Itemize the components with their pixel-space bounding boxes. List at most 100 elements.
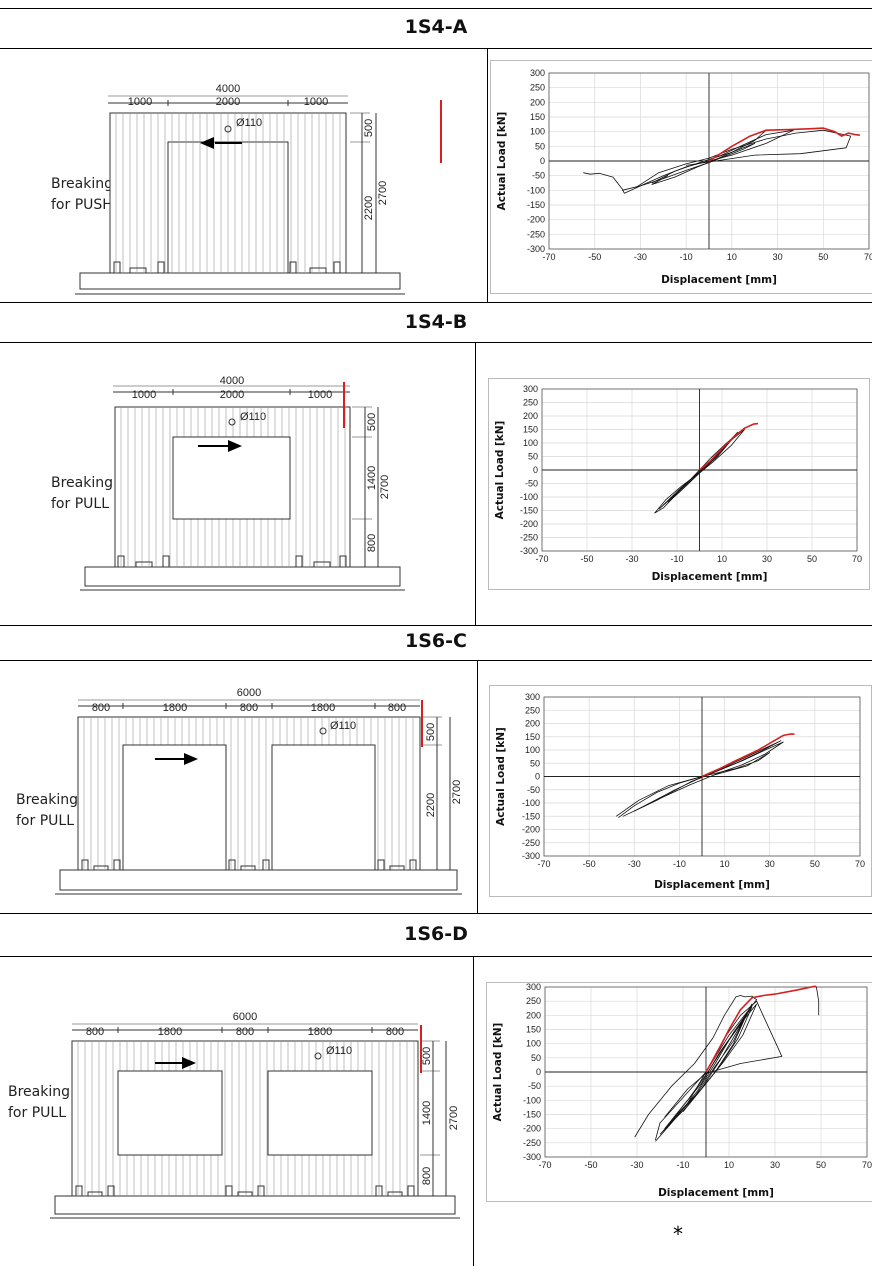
envelope-curve — [708, 127, 861, 162]
y-tick-label: 200 — [525, 719, 540, 729]
envelope-curve — [701, 733, 795, 778]
y-tick-label: 0 — [536, 1067, 541, 1077]
column-divider — [475, 342, 476, 625]
y-tick-label: 200 — [523, 411, 538, 421]
x-tick-label: -30 — [630, 1160, 643, 1170]
dim-open: 2200 — [363, 196, 375, 220]
y-tick-label: 150 — [525, 732, 540, 742]
breaking-label-c: Breaking for PULL — [16, 790, 78, 832]
hysteresis-cycle — [618, 740, 782, 818]
y-tick-label: -50 — [528, 1081, 541, 1091]
x-tick-label: -10 — [670, 554, 683, 564]
x-tick-label: -50 — [584, 1160, 597, 1170]
y-tick-label: 300 — [530, 68, 545, 78]
hysteresis-cycle — [682, 1003, 753, 1112]
dim-left: 1000 — [132, 389, 156, 401]
dim-left: 1000 — [128, 96, 152, 108]
x-tick-label: 10 — [720, 859, 730, 869]
hole-label: Ø110 — [330, 720, 356, 732]
dim-open: 1400 — [366, 466, 378, 490]
x-tick-label: 30 — [765, 859, 775, 869]
y-tick-label: -300 — [522, 851, 540, 861]
x-tick-label: -30 — [628, 859, 641, 869]
y-tick-label: -200 — [523, 1124, 541, 1134]
hysteresis-chart-1s4-a: 300 250 200 150 100 50 0 -50 -100 -150 -200 -250 -30… — [496, 68, 872, 286]
section-title-1s4-b: 1S4-B — [404, 311, 468, 333]
dim-total-height: 2700 — [451, 780, 463, 804]
hysteresis-cycle — [615, 752, 771, 817]
hysteresis-cycle — [634, 741, 784, 812]
y-tick-label: -300 — [527, 244, 545, 254]
dim-top: 500 — [425, 723, 437, 741]
y-tick-label: -200 — [520, 519, 538, 529]
x-tick-label: -30 — [634, 252, 647, 262]
y-tick-label: 0 — [533, 465, 538, 475]
section-title-1s6-c: 1S6-C — [405, 630, 467, 652]
breaking-direction: for PULL — [16, 813, 74, 829]
x-tick-label: -10 — [680, 252, 693, 262]
breaking-direction: for PUSH — [51, 197, 113, 213]
x-axis-label: Displacement [mm] — [658, 1187, 774, 1199]
section-divider — [0, 48, 872, 49]
y-tick-label: -150 — [520, 506, 538, 516]
y-tick-label: -50 — [532, 171, 545, 181]
breaking-direction: for PULL — [8, 1105, 66, 1121]
y-tick-label: -150 — [522, 811, 540, 821]
hole-label: Ø110 — [236, 117, 262, 129]
breaking-label-b: Breaking for PULL — [51, 473, 113, 515]
x-tick-label: 30 — [773, 252, 783, 262]
hysteresis-chart-1s4-b: 300 250 200 150 100 50 0 -50 -100 -150 -200 -250 -30… — [494, 384, 862, 583]
x-tick-label: -70 — [535, 554, 548, 564]
section-divider — [0, 913, 872, 914]
x-tick-label: -70 — [537, 859, 550, 869]
chart-frame-1s6-d: 300 250 200 150 100 50 0 -50 -100 -150 -200 -250 -30… — [486, 982, 872, 1202]
x-tick-label: -30 — [625, 554, 638, 564]
wall-drawing-1s4-a: 4000 1000 2000 1000 Ø110 500 2200 2700 — [75, 83, 442, 295]
hole-label: Ø110 — [240, 411, 266, 423]
hysteresis-chart-1s6-d: 300 250 200 150 100 50 0 -50 -100 -150 -200 -250 -30… — [492, 982, 872, 1199]
y-tick-label: 50 — [535, 141, 545, 151]
y-tick-label: -300 — [520, 546, 538, 556]
envelope-curve — [705, 985, 817, 1073]
y-tick-label: 50 — [531, 1053, 541, 1063]
section-divider — [0, 625, 872, 626]
dim-bottom: 800 — [421, 1167, 433, 1185]
hysteresis-chart-1s6-c: 300 250 200 150 100 50 0 -50 -100 -150 -200 -250 -30… — [495, 692, 865, 891]
hysteresis-cycle — [667, 431, 739, 503]
dim-top: 500 — [366, 413, 378, 431]
y-tick-label: 50 — [530, 758, 540, 768]
dim-open: 2200 — [425, 793, 437, 817]
x-tick-label: 70 — [864, 252, 872, 262]
hysteresis-cycle — [622, 129, 767, 191]
y-tick-label: 250 — [530, 83, 545, 93]
hysteresis-cycle — [655, 1000, 783, 1142]
hysteresis-cycle — [651, 143, 756, 185]
dim-d: 1800 — [311, 702, 335, 714]
dim-e: 800 — [386, 1026, 404, 1038]
hysteresis-cycle — [659, 1012, 748, 1135]
x-tick-label: 50 — [807, 554, 817, 564]
dim-top: 500 — [363, 119, 375, 137]
section-title-1s4-a: 1S4-A — [404, 16, 468, 38]
y-tick-label: 250 — [523, 398, 538, 408]
dim-total-height: 2700 — [448, 1106, 460, 1130]
breaking-direction: for PULL — [51, 496, 109, 512]
dim-c: 800 — [236, 1026, 254, 1038]
x-tick-label: 70 — [852, 554, 862, 564]
y-tick-label: -300 — [523, 1152, 541, 1162]
y-tick-label: 0 — [540, 156, 545, 166]
y-tick-label: 100 — [526, 1039, 541, 1049]
x-tick-label: 70 — [855, 859, 865, 869]
section-divider — [0, 342, 872, 343]
x-tick-label: -50 — [583, 859, 596, 869]
y-tick-label: 200 — [530, 97, 545, 107]
x-tick-label: 10 — [724, 1160, 734, 1170]
wall-drawing-1s6-d: 6000 800 1800 800 1800 800 Ø110 500 1400… — [50, 1011, 460, 1219]
x-tick-label: 30 — [770, 1160, 780, 1170]
dim-right: 1000 — [304, 96, 328, 108]
y-tick-label: -200 — [522, 825, 540, 835]
y-tick-label: -50 — [525, 479, 538, 489]
hysteresis-cycle — [651, 129, 794, 184]
breaking-word: Breaking — [51, 475, 114, 491]
breaking-label-a: Breaking for PUSH — [51, 174, 113, 216]
